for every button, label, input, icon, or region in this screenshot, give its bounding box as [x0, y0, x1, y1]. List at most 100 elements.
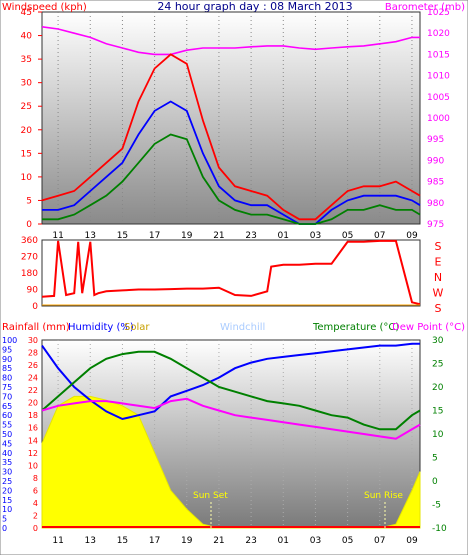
- humidity-percent-tick-label: 55: [2, 421, 12, 430]
- wind-x-tick-label: 19: [181, 231, 193, 241]
- compass-letter: W: [433, 287, 444, 300]
- wind-tick-label: 15: [21, 149, 32, 159]
- wind-x-tick-label: 11: [52, 231, 63, 241]
- wind-plot-area: [41, 11, 421, 225]
- sun-set-label: Sun Set: [193, 491, 228, 501]
- humidity-percent-tick-label: 70: [2, 392, 12, 401]
- direction-tick-label: 90: [27, 286, 39, 296]
- temp-tick-label: 30: [432, 336, 444, 346]
- baro-tick-label: 1000: [427, 114, 450, 124]
- direction-tick-label: 0: [32, 302, 38, 312]
- rain-tick-label: 14: [28, 436, 38, 445]
- wind-x-tick-label: 09: [406, 231, 418, 241]
- dewpoint-axis-label: Dew Point (°C): [392, 322, 465, 333]
- barometer-series: [41, 26, 420, 56]
- humidity-percent-tick-label: 100: [2, 336, 17, 345]
- temp-x-tick-label: 17: [149, 536, 160, 546]
- lull-series: [42, 133, 421, 225]
- gust-series: [41, 53, 421, 221]
- temp-x-tick-label: 11: [52, 536, 63, 546]
- dewpoint-series: [41, 397, 421, 440]
- humidity-percent-tick-label: 50: [2, 430, 12, 439]
- compass-letter: E: [435, 256, 442, 269]
- humidity-percent-tick-label: 30: [2, 468, 12, 477]
- direction-tick-label: 270: [21, 253, 38, 263]
- rain-tick-label: 16: [28, 424, 38, 433]
- temp-x-tick-label: 15: [117, 536, 128, 546]
- solar-label: Solar: [124, 322, 150, 333]
- humidity-percent-tick-label: 85: [2, 364, 12, 373]
- chart-title: 24 hour graph day : 08 March 2013: [157, 0, 352, 13]
- rain-tick-label: 22: [28, 386, 38, 395]
- temp-tick-label: 5: [432, 454, 438, 464]
- temp-tick-label: 25: [432, 360, 443, 370]
- baro-tick-label: 1005: [427, 93, 450, 103]
- temperature-series: [41, 350, 421, 431]
- rain-tick-label: 8: [33, 474, 38, 483]
- baro-tick-label: 985: [427, 178, 444, 188]
- wind-x-tick-label: 03: [310, 231, 321, 241]
- wind-x-tick-label: 05: [342, 231, 353, 241]
- wind-x-tick-label: 23: [245, 231, 256, 241]
- humidity-percent-tick-label: 90: [2, 355, 12, 364]
- rain-tick-label: 6: [33, 486, 38, 495]
- temp-x-tick-label: 23: [245, 536, 256, 546]
- rain-tick-label: 18: [28, 411, 38, 420]
- avg-wind-series: [42, 100, 421, 225]
- rain-tick-label: 24: [28, 374, 38, 383]
- baro-tick-label: 1010: [427, 72, 450, 82]
- humidity-percent-tick-label: 45: [2, 439, 12, 448]
- rain-tick-label: 20: [28, 399, 38, 408]
- wind-x-tick-label: 07: [374, 231, 385, 241]
- wind-tick-label: 0: [26, 220, 32, 230]
- temp-tick-label: -10: [432, 524, 447, 534]
- baro-axis-label: Barometer (mb): [385, 2, 465, 13]
- baro-tick-label: 980: [427, 199, 444, 209]
- baro-tick-label: 1020: [427, 29, 450, 39]
- humidity-percent-tick-label: 80: [2, 374, 12, 383]
- baro-tick-label: 995: [427, 135, 444, 145]
- temp-tick-label: -5: [432, 501, 441, 511]
- wind-tick-label: 5: [26, 196, 32, 206]
- rain-tick-label: 26: [28, 361, 38, 370]
- compass-letter: S: [435, 240, 442, 253]
- wind-tick-label: 30: [21, 79, 33, 89]
- compass-letter: N: [434, 271, 442, 284]
- temp-tick-label: 15: [432, 407, 443, 417]
- wind-axis-label: Windspeed (kph): [2, 2, 87, 13]
- wind-x-tick-label: 17: [149, 231, 160, 241]
- direction-series: [41, 239, 421, 306]
- temp-x-tick-label: 05: [342, 536, 353, 546]
- temperature-panel: Rainfall (mm) Humidity (%) Solar Windchi…: [2, 322, 465, 546]
- sun-rise-label: Sun Rise: [364, 491, 403, 501]
- wind-panel: Windspeed (kph) Barometer (mb) 051015202…: [2, 2, 465, 241]
- wind-x-tick-label: 21: [213, 231, 224, 241]
- windchill-label: Windchill: [220, 322, 265, 333]
- rain-tick-label: 0: [33, 524, 38, 533]
- temp-x-tick-label: 21: [213, 536, 224, 546]
- wind-x-tick-label: 13: [85, 231, 96, 241]
- humidity-axis-label: Humidity (%): [68, 322, 134, 333]
- rain-tick-label: 10: [28, 461, 38, 470]
- baro-tick-label: 1025: [427, 8, 450, 18]
- temp-x-tick-label: 19: [181, 536, 193, 546]
- temp-x-tick-label: 13: [85, 536, 96, 546]
- humidity-percent-tick-label: 35: [2, 458, 12, 467]
- wind-tick-label: 20: [21, 126, 33, 136]
- wind-tick-label: 35: [21, 55, 32, 65]
- wind-tick-label: 45: [21, 8, 32, 18]
- rain-tick-label: 4: [33, 499, 38, 508]
- wind-tick-label: 40: [21, 32, 33, 42]
- humidity-percent-tick-label: 65: [2, 402, 12, 411]
- direction-tick-label: 180: [21, 269, 38, 279]
- humidity-percent-tick-label: 60: [2, 411, 12, 420]
- humidity-percent-tick-label: 75: [2, 383, 12, 392]
- temperature-axis-label: Temperature (°C): [312, 322, 399, 333]
- humidity-percent-tick-label: 0: [2, 524, 7, 533]
- direction-plot-area: [41, 239, 421, 307]
- rain-tick-label: 12: [28, 449, 38, 458]
- compass-letter: S: [435, 302, 442, 315]
- baro-tick-label: 1015: [427, 50, 450, 60]
